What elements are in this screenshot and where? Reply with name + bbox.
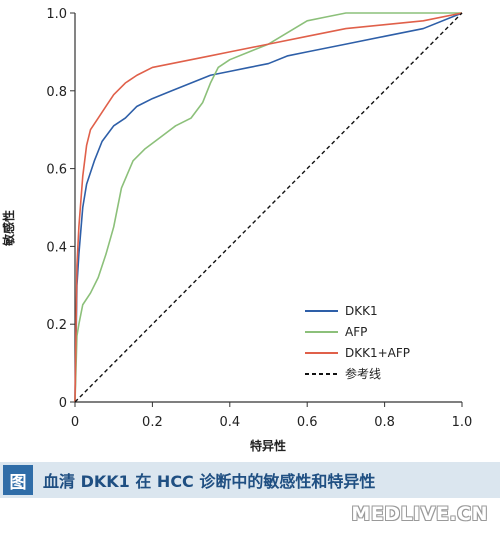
y-axis-title: 敏感性 <box>1 210 16 247</box>
caption-badge: 图 <box>3 465 33 495</box>
watermark: MEDLIVE.CN <box>351 503 488 525</box>
legend: DKK1 AFP DKK1+AFP 参考线 <box>305 304 410 381</box>
y-tick-label: 0.4 <box>46 240 67 255</box>
figure-caption: 图 血清 DKK1 在 HCC 诊断中的敏感性和特异性 <box>0 462 500 498</box>
y-tick-label: 0.6 <box>46 163 67 178</box>
x-tick-label: 0.6 <box>297 415 318 430</box>
y-tick-label: 0.8 <box>46 85 67 100</box>
legend-label-series-3: 参考线 <box>345 366 381 381</box>
series-layer <box>74 12 463 403</box>
y-tick-label: 0 <box>59 396 67 411</box>
x-tick-label: 0 <box>71 415 79 430</box>
series-line-afp <box>74 12 462 403</box>
series-line-series-3 <box>74 12 463 403</box>
y-tick-label: 1.0 <box>46 7 67 22</box>
legend-label-dkk1: DKK1 <box>345 304 378 318</box>
series-line-dkk1-afp <box>74 12 463 403</box>
x-axis-title: 特异性 <box>250 438 286 453</box>
legend-label-afp: AFP <box>345 325 367 339</box>
legend-label-dkk1-afp: DKK1+AFP <box>345 346 410 360</box>
caption-text: 血清 DKK1 在 HCC 诊断中的敏感性和特异性 <box>43 472 376 491</box>
x-tick-label: 0.2 <box>142 415 163 430</box>
x-tick-label: 0.8 <box>374 415 395 430</box>
x-tick-label: 0.4 <box>219 415 240 430</box>
axes: 0 0.2 0.4 0.6 0.8 1.0 0 0.2 0.4 0.6 0.8 1.0 <box>46 7 472 430</box>
x-tick-label: 1.0 <box>452 415 473 430</box>
y-tick-label: 0.2 <box>46 318 67 333</box>
series-line-dkk1 <box>74 12 463 403</box>
roc-chart: 0 0.2 0.4 0.6 0.8 1.0 0 0.2 0.4 0.6 0.8 1.0 DKK1 AFP… <box>1 7 472 453</box>
